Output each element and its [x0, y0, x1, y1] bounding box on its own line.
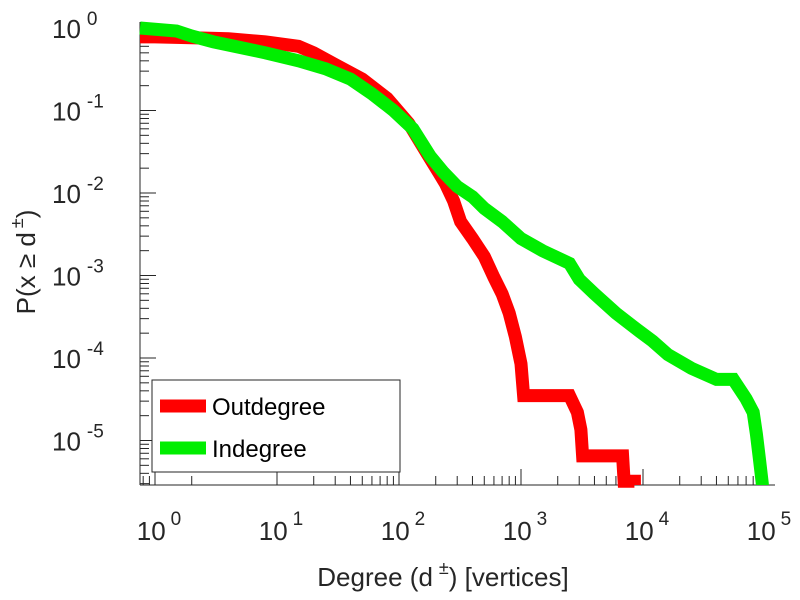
y-tick-label: 10 -2	[52, 174, 104, 209]
x-tick-label: 10 4	[625, 509, 670, 546]
x-axis-title: Degree (d ±) [vertices]	[317, 558, 568, 592]
x-tick-label: 10 1	[259, 509, 304, 546]
x-tick-label: 10 0	[137, 509, 182, 546]
x-tick-label: 10 5	[747, 509, 792, 546]
x-tick-label: 10 3	[503, 509, 548, 546]
x-tick-label: 10 2	[381, 509, 426, 546]
legend-label-outdegree: Outdegree	[212, 394, 325, 421]
y-tick-label: 10 -3	[52, 257, 104, 292]
series-layer	[139, 21, 769, 488]
tick-labels: 10 0 10 1 10 2 10 3 10 4 10 5 10 0 10 -1 10 -2 10 -3 10 -4 10-…	[52, 9, 791, 546]
series-line-outdegree	[140, 30, 641, 488]
y-tick-label: 10 -5	[52, 422, 104, 457]
y-tick-label: 10 0	[52, 9, 98, 44]
legend-label-indegree: Indegree	[212, 436, 307, 463]
series-line-indegree	[139, 21, 769, 485]
y-axis-title: P(x ≥ d±)	[7, 210, 41, 315]
legend: Outdegree Indegree	[151, 379, 401, 473]
y-tick-label: 10 -1	[52, 92, 104, 127]
legend-box	[151, 379, 401, 473]
y-tick-label: 10 -4	[52, 339, 104, 374]
